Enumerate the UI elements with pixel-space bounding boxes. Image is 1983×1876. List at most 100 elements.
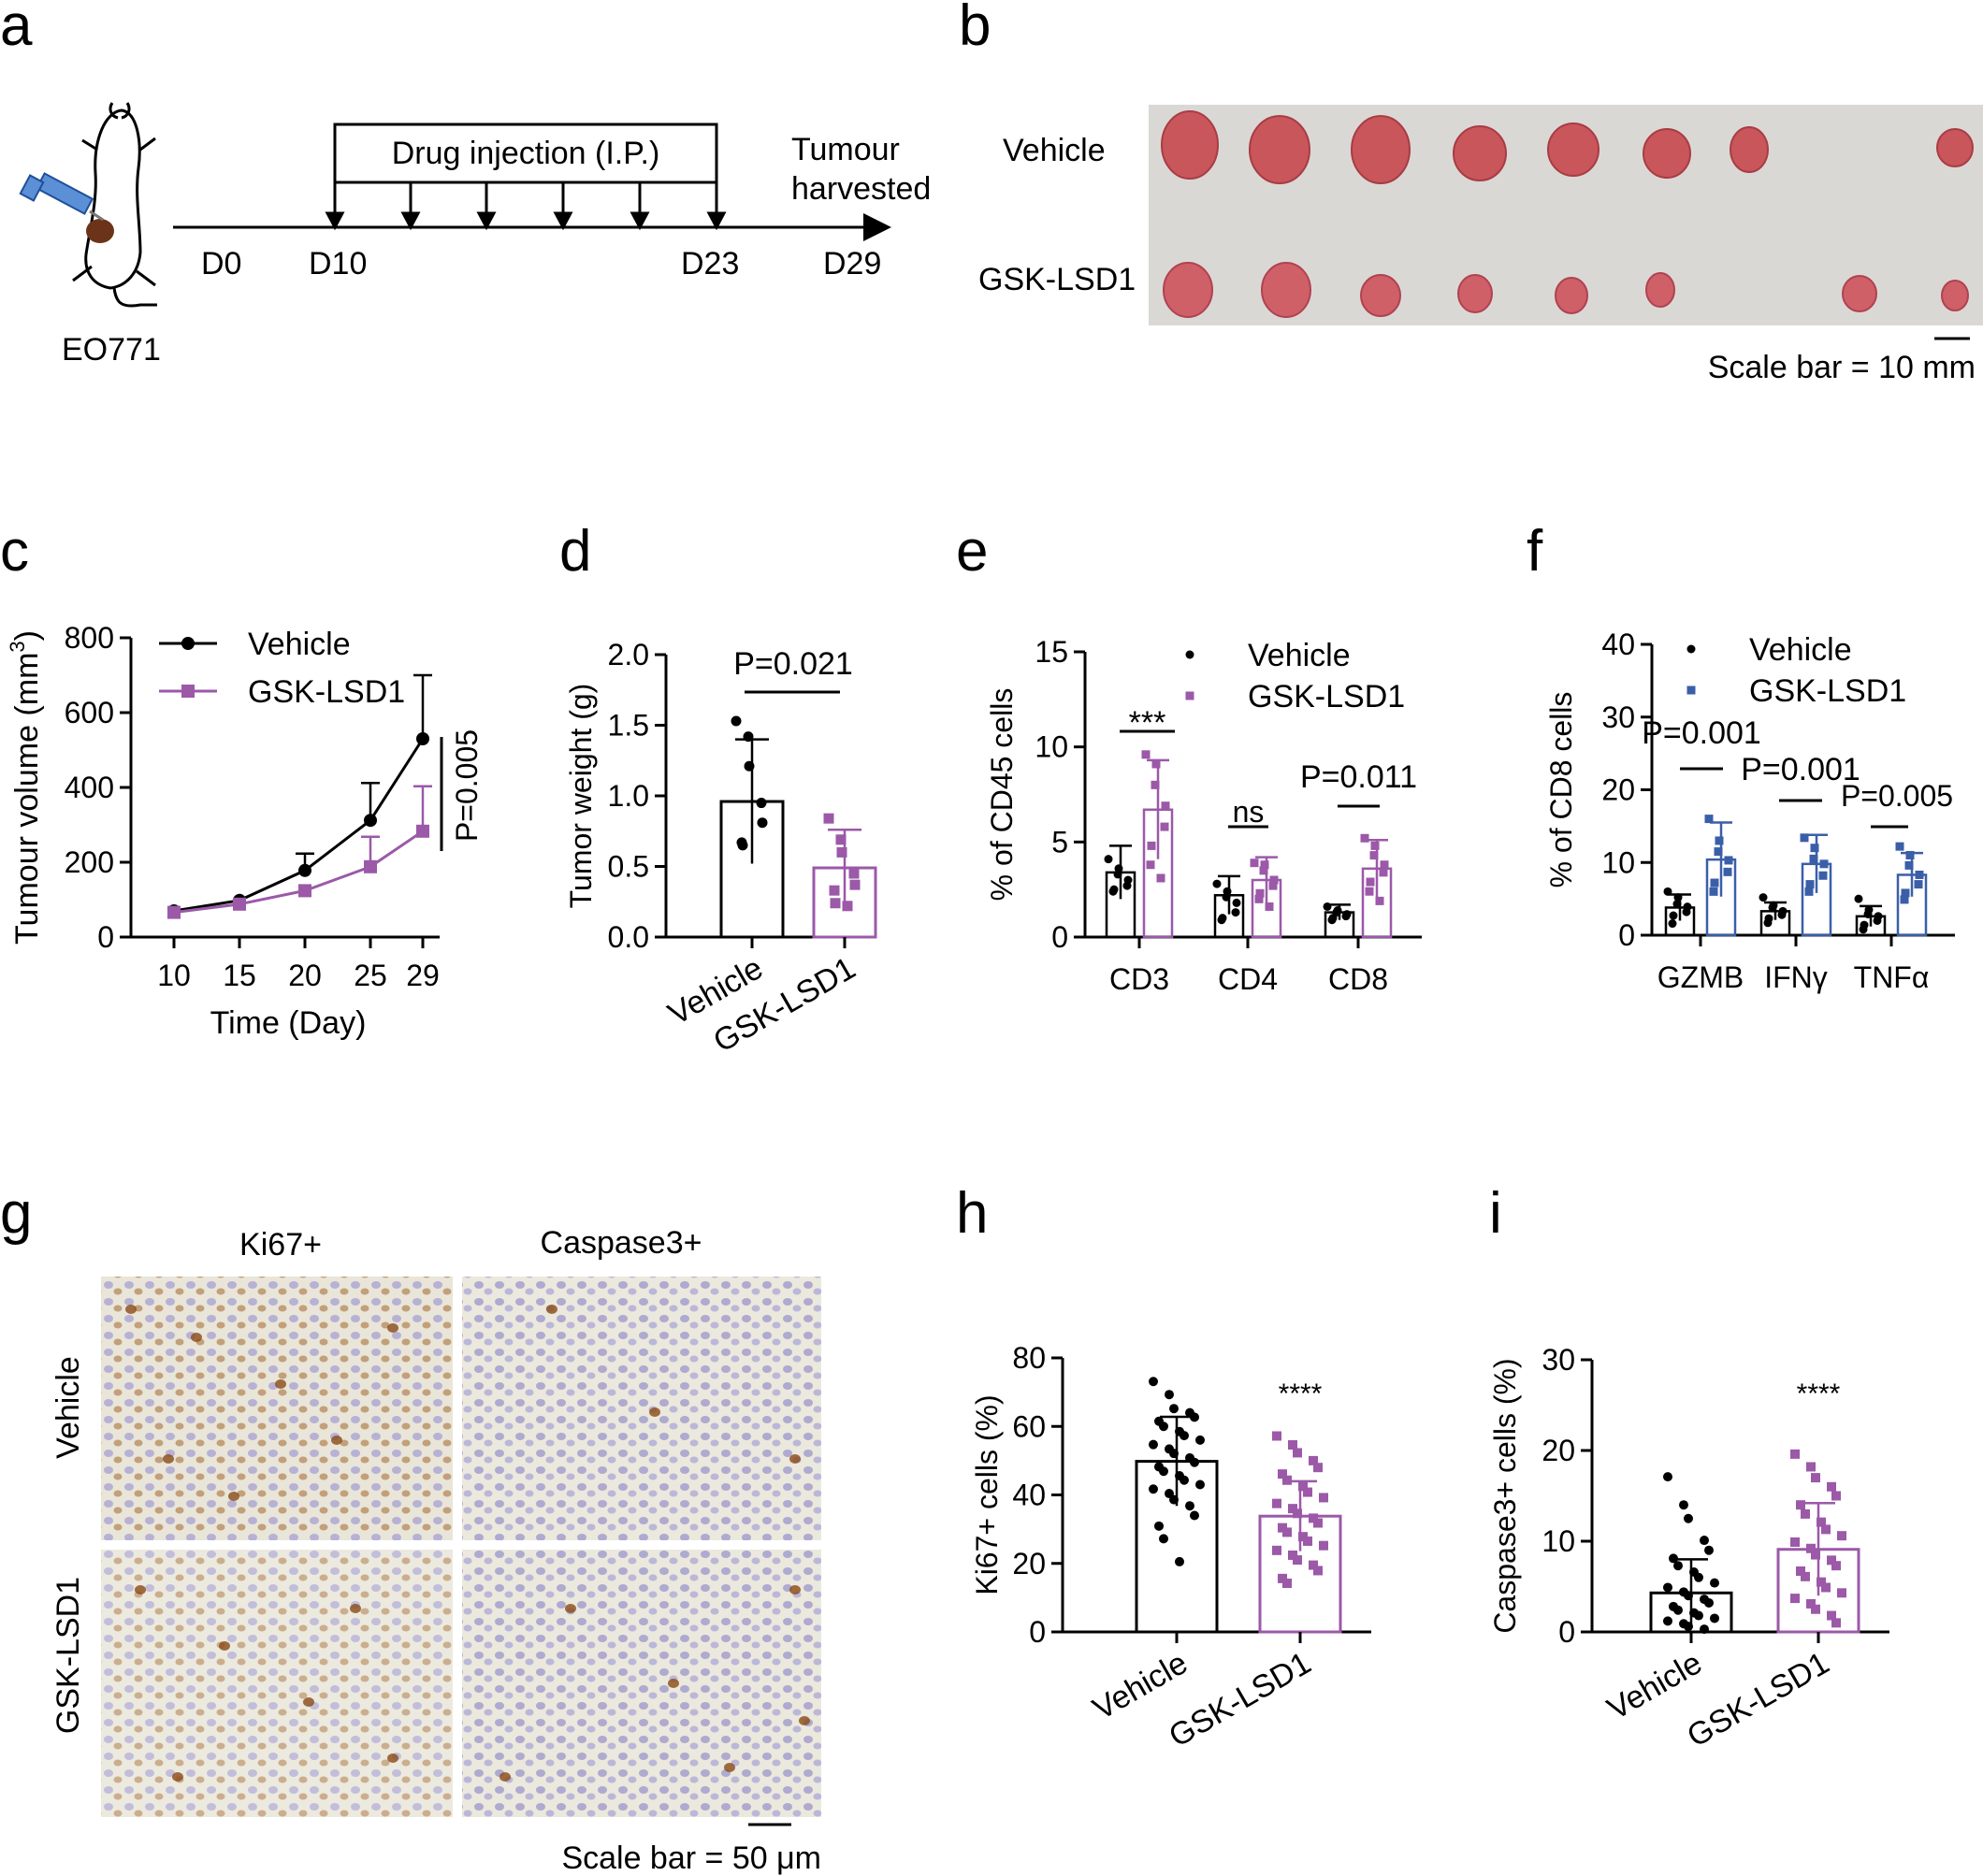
data-point [1806, 1462, 1816, 1472]
data-point [1710, 878, 1719, 887]
data-point [1796, 1500, 1805, 1510]
stained-nucleus [724, 1763, 735, 1772]
panel-letter-i: i [1489, 1181, 1502, 1246]
day-label-d23: D23 [681, 246, 739, 281]
data-point [1195, 1435, 1205, 1445]
data-point [1147, 841, 1156, 850]
ihc-image-vehicle-caspase3 [462, 1277, 821, 1540]
data-point [1360, 833, 1369, 843]
tumour-gsk [1941, 280, 1969, 311]
significance-label: **** [1279, 1378, 1323, 1409]
x-tick-label: CD3 [1109, 962, 1169, 996]
y-tick-label: 0 [1051, 920, 1068, 954]
data-point [1159, 1421, 1168, 1432]
data-point [1811, 1473, 1820, 1483]
chart-c-tumour-volume: 0 200 400 600 800 10 15 20 25 29 Time (Day) Tumour … [6, 621, 484, 1041]
data-point [416, 732, 429, 745]
data-point [1254, 894, 1264, 903]
data-point [1800, 833, 1809, 843]
data-point [1694, 1610, 1703, 1621]
data-point [1169, 1494, 1179, 1505]
data-point [1154, 1521, 1164, 1531]
legend-marker-gsk [181, 685, 195, 698]
data-point [1700, 1536, 1709, 1546]
tumour-vehicle [1936, 128, 1974, 167]
data-point [1723, 867, 1732, 876]
data-point [1309, 1455, 1318, 1465]
data-point [1303, 1487, 1312, 1497]
data-point [836, 846, 847, 858]
data-point [743, 731, 754, 743]
stained-nucleus [350, 1604, 361, 1613]
data-point [1915, 870, 1924, 879]
y-tick-label: 0.0 [608, 920, 649, 954]
data-point [731, 715, 742, 727]
tumour-gsk [1842, 275, 1877, 312]
stained-nucleus [546, 1305, 557, 1314]
data-point [1282, 1527, 1292, 1537]
stained-nucleus [163, 1454, 174, 1464]
y-axis-title: % of CD45 cells [985, 688, 1019, 902]
ihc-row-label-vehicle: Vehicle [51, 1356, 86, 1459]
tumour-vehicle [1161, 110, 1219, 180]
scale-bar-label-g: Scale bar = 50 μm [561, 1840, 821, 1876]
data-point [1282, 1578, 1292, 1588]
data-point [1190, 1412, 1199, 1422]
data-point [1704, 1545, 1714, 1555]
stained-nucleus [799, 1716, 810, 1725]
y-axis-title-superscript: 3 [6, 641, 29, 652]
bracket-label: Drug injection (I.P.) [392, 136, 660, 171]
data-point [1149, 1484, 1158, 1494]
data-point [1863, 909, 1873, 918]
data-point [1149, 1377, 1158, 1387]
stained-nucleus [228, 1492, 239, 1501]
significance-label: P=0.021 [733, 646, 853, 682]
significance-label: ns [1233, 795, 1265, 829]
photo-row-label-vehicle: Vehicle [1003, 133, 1106, 168]
data-point [1190, 1510, 1199, 1521]
y-tick-label: 400 [65, 771, 114, 804]
y-axis-title: % of CD8 cells [1544, 692, 1578, 888]
chart-f-cd8-cytokines: 0 10 20 30 40 GZMB IFNγ TNFα % of CD8 cells Vehic… [1544, 628, 1955, 994]
data-point [1288, 1504, 1297, 1514]
data-point [1260, 860, 1269, 870]
stained-nucleus [135, 1585, 146, 1595]
data-point [1293, 1508, 1302, 1519]
data-point [1293, 1555, 1302, 1566]
data-point [1904, 860, 1914, 870]
stained-nucleus [219, 1641, 230, 1651]
data-point [1679, 1500, 1688, 1510]
data-point [416, 824, 429, 838]
panel-letter-a: a [0, 0, 33, 58]
tumour-icon [86, 219, 114, 243]
stained-nucleus [668, 1679, 679, 1688]
legend-label-vehicle: Vehicle [1248, 638, 1351, 673]
legend-label-vehicle: Vehicle [1749, 632, 1852, 668]
x-tick-label: 15 [223, 959, 256, 992]
legend-marker-vehicle [181, 637, 195, 650]
data-point [1313, 1463, 1323, 1473]
y-tick-label: 0.5 [608, 850, 649, 884]
data-point [1684, 1513, 1693, 1523]
data-point [1309, 1560, 1318, 1570]
stained-nucleus [275, 1379, 286, 1389]
stained-nucleus [387, 1323, 398, 1333]
y-axis-title: Caspase3+ cells (%) [1488, 1358, 1522, 1633]
y-tick-label: 600 [65, 696, 114, 729]
x-tick-label: 29 [406, 959, 440, 992]
ihc-image-gsk-caspase3 [462, 1550, 821, 1817]
tumour-gsk [1360, 274, 1401, 317]
data-point [1817, 1517, 1826, 1527]
data-point [756, 798, 767, 809]
panel-letter-d: d [559, 519, 591, 584]
data-point [1298, 1481, 1308, 1492]
data-point [1796, 1566, 1805, 1577]
significance-label: P=0.001 [1642, 715, 1761, 751]
panel-letter-h: h [956, 1181, 988, 1246]
tumour-vehicle [1547, 123, 1599, 177]
ihc-image-gsk-ki67 [101, 1550, 453, 1817]
data-point [1684, 1622, 1693, 1632]
